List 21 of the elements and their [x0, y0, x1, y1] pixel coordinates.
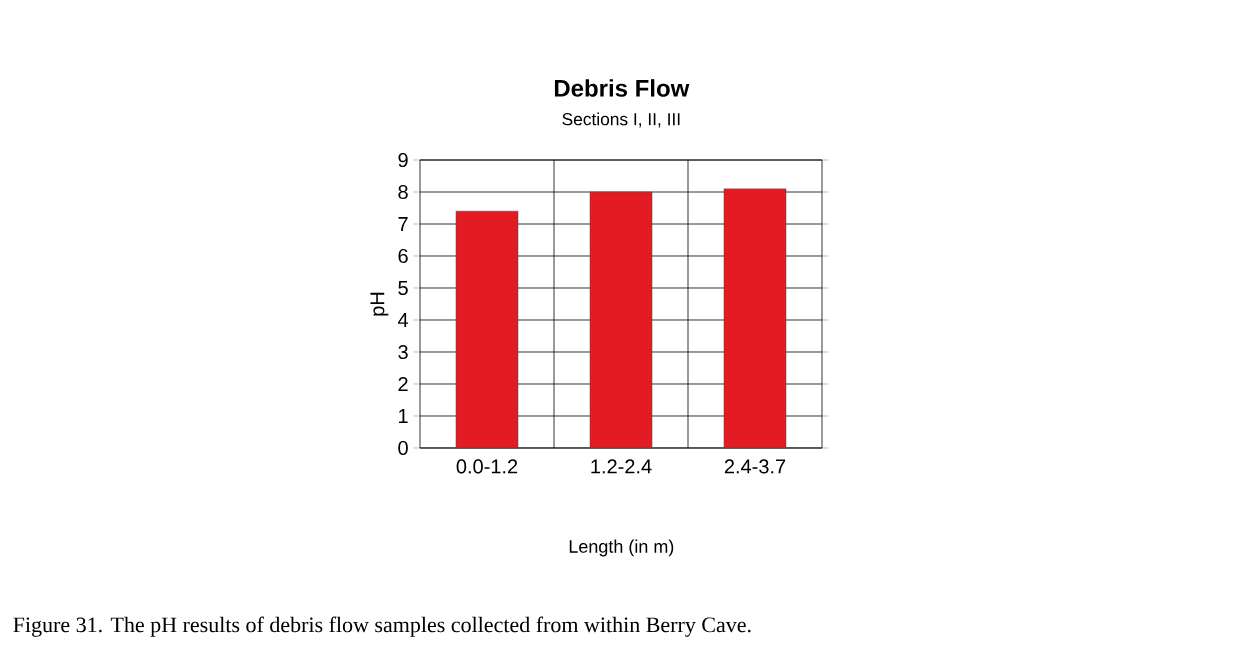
caption: Figure 31. The pH results of debris flow samples collected from within Berry Cave. [13, 616, 751, 637]
chart-subtitle: Sections I, II, III [562, 112, 680, 128]
bar [723, 188, 787, 448]
bar [589, 191, 653, 448]
y-tick-label: 2 [398, 377, 408, 391]
x-tick-label: 0.0-1.2 [456, 459, 518, 474]
x-tick-label: 2.4-3.7 [724, 459, 786, 474]
y-axis-title: pH [370, 292, 389, 316]
y-tick-label: 6 [398, 248, 408, 264]
y-tick-label: 0 [398, 440, 408, 456]
y-tick-label: 1 [399, 409, 408, 423]
y-tick-label: 4 [397, 313, 409, 327]
y-tick-label: 7 [398, 217, 408, 231]
x-axis-title: Length (in m) [569, 539, 674, 557]
y-tick-label: 5 [398, 281, 408, 295]
y-tick-label: 8 [398, 184, 408, 200]
x-tick-label: 1.2-2.4 [591, 459, 652, 474]
y-tick-label: 3 [398, 344, 408, 360]
y-tick-label: 9 [398, 152, 408, 168]
chart-title: Debris Flow [554, 79, 690, 97]
bar [455, 210, 519, 448]
